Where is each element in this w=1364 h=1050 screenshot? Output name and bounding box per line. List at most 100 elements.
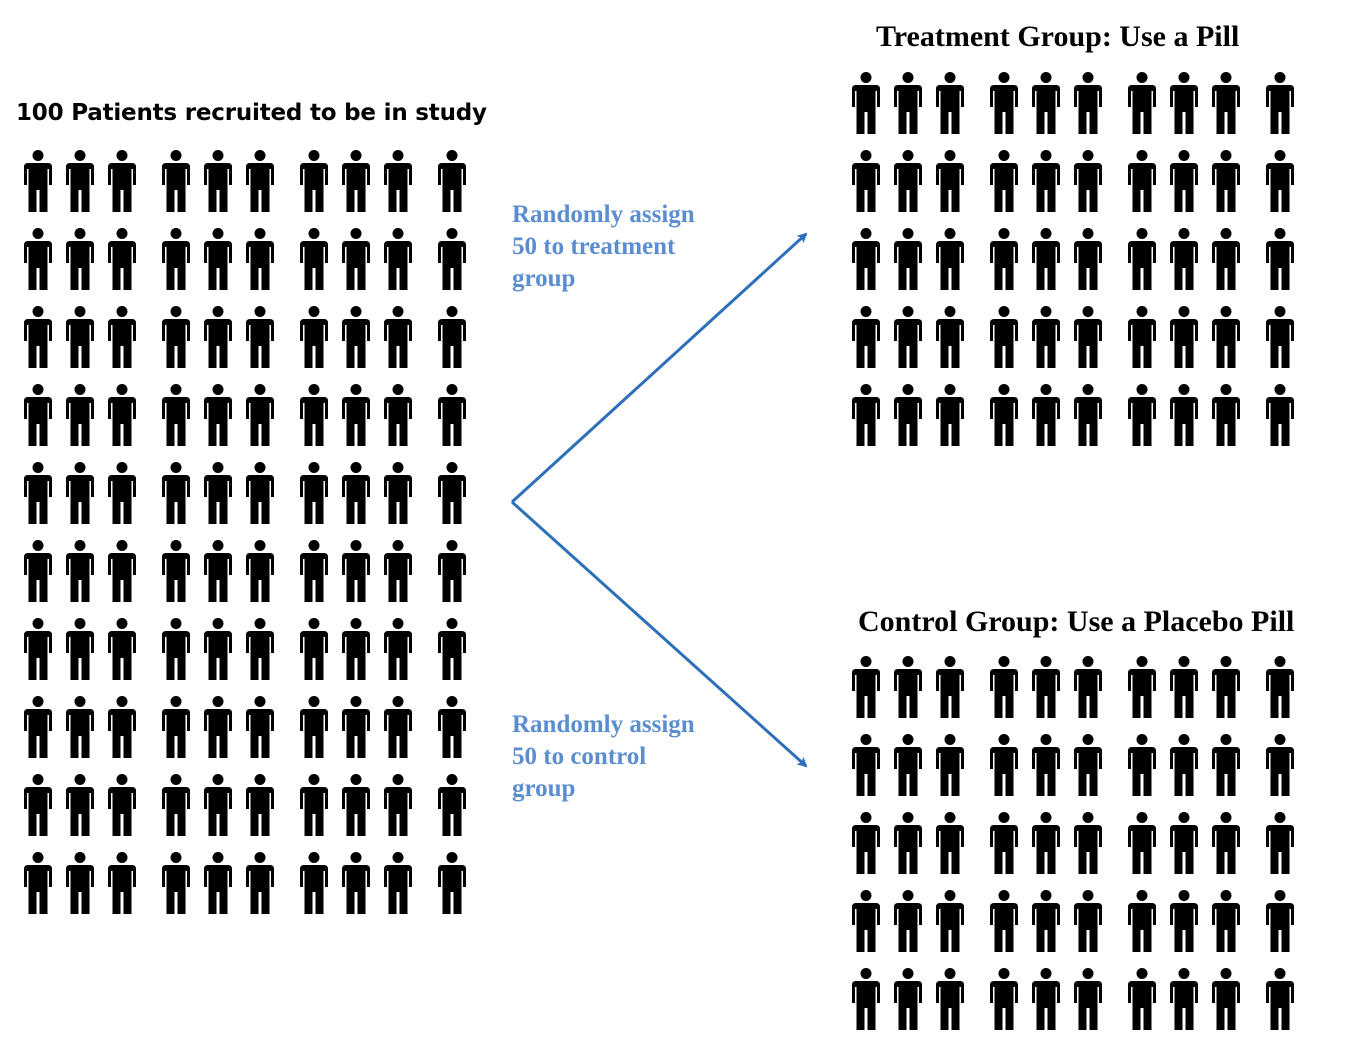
person-icon	[66, 774, 94, 836]
person-icon	[1170, 150, 1198, 212]
person-icon	[66, 228, 94, 290]
person-icon	[246, 150, 274, 212]
person-icon	[1266, 306, 1294, 368]
person-icon	[1212, 228, 1240, 290]
person-icon	[1212, 734, 1240, 796]
person-icon	[852, 656, 880, 718]
person-icon	[1170, 228, 1198, 290]
person-icon	[384, 150, 412, 212]
person-icon	[24, 618, 52, 680]
person-icon	[438, 228, 466, 290]
person-icon	[1032, 228, 1060, 290]
control-group-figures	[852, 656, 1294, 1030]
person-icon	[246, 774, 274, 836]
person-icon	[66, 306, 94, 368]
person-icon	[300, 696, 328, 758]
person-icon	[1128, 228, 1156, 290]
treatment-group-grid	[850, 72, 1300, 450]
person-icon	[1128, 656, 1156, 718]
person-icon	[384, 462, 412, 524]
person-icon	[894, 150, 922, 212]
person-icon	[1074, 656, 1102, 718]
person-icon	[300, 852, 328, 914]
person-icon	[108, 462, 136, 524]
person-icon	[24, 306, 52, 368]
person-icon	[1074, 384, 1102, 446]
person-icon	[936, 306, 964, 368]
person-icon	[24, 696, 52, 758]
person-icon	[162, 306, 190, 368]
person-icon	[204, 228, 232, 290]
person-icon	[108, 774, 136, 836]
person-icon	[162, 618, 190, 680]
person-icon	[1266, 384, 1294, 446]
person-icon	[852, 890, 880, 952]
assign-control-label: Randomly assign 50 to control group	[512, 709, 732, 805]
person-icon	[990, 890, 1018, 952]
person-icon	[162, 540, 190, 602]
person-icon	[936, 384, 964, 446]
person-icon	[300, 462, 328, 524]
assign-treatment-line-2: 50 to treatment	[512, 233, 676, 260]
assign-control-line-1: Randomly assign	[512, 711, 695, 738]
recruited-title: 100 Patients recruited to be in study	[16, 100, 487, 126]
person-icon	[108, 540, 136, 602]
person-icon	[1266, 734, 1294, 796]
person-icon	[936, 150, 964, 212]
person-icon	[66, 384, 94, 446]
assign-control-line-2: 50 to control	[512, 743, 647, 770]
person-icon	[342, 384, 370, 446]
person-icon	[990, 228, 1018, 290]
person-icon	[66, 462, 94, 524]
assign-treatment-line-1: Randomly assign	[512, 201, 695, 228]
person-icon	[936, 734, 964, 796]
person-icon	[1212, 306, 1240, 368]
person-icon	[1074, 150, 1102, 212]
person-icon	[300, 540, 328, 602]
person-icon	[852, 228, 880, 290]
person-icon	[66, 852, 94, 914]
person-icon	[1032, 734, 1060, 796]
person-icon	[162, 852, 190, 914]
person-icon	[1170, 72, 1198, 134]
person-icon	[246, 540, 274, 602]
person-icon	[852, 812, 880, 874]
recruited-patients-grid	[22, 150, 472, 920]
person-icon	[342, 540, 370, 602]
person-icon	[162, 384, 190, 446]
person-icon	[162, 228, 190, 290]
person-icon	[894, 228, 922, 290]
person-icon	[1266, 812, 1294, 874]
person-icon	[1128, 384, 1156, 446]
person-icon	[438, 306, 466, 368]
person-icon	[24, 384, 52, 446]
person-icon	[342, 306, 370, 368]
person-icon	[894, 72, 922, 134]
person-icon	[894, 656, 922, 718]
person-icon	[1170, 890, 1198, 952]
person-icon	[852, 72, 880, 134]
person-icon	[1032, 150, 1060, 212]
person-icon	[1170, 384, 1198, 446]
person-icon	[108, 228, 136, 290]
person-icon	[1212, 384, 1240, 446]
person-icon	[204, 852, 232, 914]
person-icon	[246, 306, 274, 368]
person-icon	[1032, 890, 1060, 952]
person-icon	[1212, 812, 1240, 874]
person-icon	[1074, 890, 1102, 952]
person-icon	[990, 306, 1018, 368]
person-icon	[894, 812, 922, 874]
person-icon	[300, 228, 328, 290]
person-icon	[384, 852, 412, 914]
person-icon	[384, 696, 412, 758]
person-icon	[438, 540, 466, 602]
person-icon	[66, 540, 94, 602]
person-icon	[1032, 656, 1060, 718]
person-icon	[1074, 306, 1102, 368]
person-icon	[852, 968, 880, 1030]
person-icon	[936, 812, 964, 874]
person-icon	[990, 734, 1018, 796]
treatment-group-title: Treatment Group: Use a Pill	[876, 20, 1240, 53]
person-icon	[1212, 890, 1240, 952]
